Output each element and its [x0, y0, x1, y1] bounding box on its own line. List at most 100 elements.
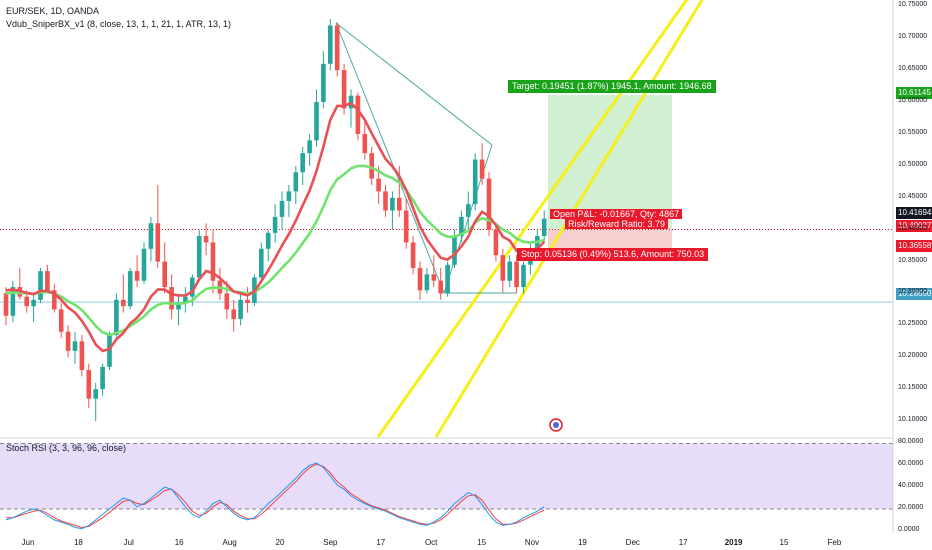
- candle-body: [265, 232, 271, 249]
- risk-reward-label: Risk/Reward Ratio: 3.79: [565, 219, 669, 229]
- ema-slow-line: [5, 164, 545, 337]
- candle-body: [438, 280, 443, 294]
- candle-body: [121, 299, 126, 307]
- candle-body: [279, 200, 285, 217]
- time-tick-label: Dec: [625, 538, 640, 547]
- time-tick-label: 18: [73, 538, 83, 547]
- time-tick-label: 15: [477, 538, 487, 547]
- candle-body: [134, 271, 140, 281]
- target-price-tag: 10.61145: [896, 87, 932, 99]
- candle-body: [114, 299, 119, 335]
- time-tick-label: 15: [779, 538, 789, 547]
- candle-body: [424, 274, 430, 291]
- event-marker-dot: [553, 422, 559, 428]
- candle-body: [65, 331, 71, 351]
- rsi-band: [0, 443, 893, 509]
- candle-body: [472, 159, 478, 205]
- candle-body: [493, 229, 499, 256]
- indicator-title: Vdub_SniperBX_v1 (8, close, 13, 1, 1, 21…: [6, 19, 231, 29]
- candle-body: [431, 274, 437, 281]
- price-tick-label: 10.75000: [898, 1, 928, 9]
- candle-body: [341, 70, 347, 109]
- candle-body: [417, 267, 423, 291]
- price-tick-label: 10.65000: [898, 65, 928, 73]
- candle-body: [79, 341, 85, 371]
- price-tick-label: 10.35000: [898, 256, 928, 264]
- candle-body: [362, 133, 368, 154]
- symbol-title: EUR/SEK, 1D, OANDA: [6, 6, 100, 16]
- time-tick-label: Jun: [21, 538, 35, 547]
- last-price-tag: 10.41694: [896, 207, 932, 219]
- candle-body: [259, 248, 264, 278]
- candle-body: [203, 236, 209, 243]
- candle-body: [72, 341, 78, 351]
- time-tick-label: Sep: [323, 538, 338, 547]
- candle-body: [286, 191, 292, 201]
- price-tick-label: 10.30000: [898, 288, 928, 296]
- candle-body: [410, 242, 416, 268]
- time-tick-label: 17: [678, 538, 688, 547]
- candle-body: [190, 277, 195, 297]
- rsi-title: Stoch RSI (3, 3, 96, 96, close): [6, 443, 127, 453]
- candle-body: [369, 153, 374, 179]
- stoch-k-line: [5, 462, 545, 530]
- stop-price-tag: 10.36558: [896, 240, 932, 252]
- time-tick-label: Jul: [123, 538, 134, 547]
- candle-body: [210, 242, 216, 281]
- stoch-d-line: [6, 463, 545, 529]
- candle-body: [314, 102, 319, 141]
- candle-body: [86, 370, 92, 399]
- candle-body: [307, 140, 312, 154]
- time-tick-label: Oct: [424, 538, 438, 547]
- trendline-segment: [335, 22, 445, 294]
- price-tick-label: 10.15000: [898, 384, 928, 392]
- candle-body: [169, 287, 174, 310]
- candle-body: [224, 293, 230, 310]
- candle-body: [10, 287, 16, 316]
- candle-body: [272, 216, 278, 233]
- rsi-tick-label: 0.0000: [898, 525, 920, 533]
- time-tick-label: 20: [275, 538, 285, 547]
- candle-body: [328, 25, 333, 64]
- candle-body: [486, 178, 492, 230]
- time-tick-label: 2019: [724, 538, 743, 547]
- candle-body: [300, 153, 305, 173]
- candle-body: [466, 204, 471, 217]
- channel-upper: [376, 0, 689, 438]
- entry-price-tag: 10.40027: [896, 220, 932, 232]
- time-tick-label: Nov: [524, 538, 540, 547]
- time-tick-label: 17: [376, 538, 386, 547]
- time-tick-label: 16: [174, 538, 184, 547]
- candle-body: [521, 264, 526, 288]
- target-label: Target: 0.19451 (1.87%) 1945.1, Amount: …: [508, 80, 716, 93]
- price-tick-label: 10.45000: [898, 192, 928, 200]
- candle-body: [445, 264, 450, 294]
- rsi-tick-label: 20.0000: [898, 503, 924, 511]
- trendline-segment: [335, 22, 493, 146]
- candle-body: [459, 216, 464, 237]
- price-tick-label: 10.40000: [898, 224, 928, 232]
- rsi-tick-label: 40.0000: [898, 482, 924, 490]
- candle-body: [3, 293, 9, 316]
- rsi-tick-label: 60.0000: [898, 460, 924, 468]
- candle-body: [100, 366, 105, 390]
- rsi-tick-label: 80.0000: [898, 438, 924, 446]
- candle-body: [514, 261, 519, 288]
- candle-body: [238, 299, 243, 319]
- candle-body: [376, 178, 381, 192]
- candle-body: [397, 197, 402, 211]
- candle-body: [479, 159, 485, 179]
- price-tick-label: 10.25000: [898, 320, 928, 328]
- candle-body: [541, 218, 547, 237]
- stop-zone: [548, 229, 672, 252]
- price-tick-label: 10.70000: [898, 33, 928, 41]
- candle-body: [334, 25, 340, 71]
- candle-body: [155, 223, 161, 262]
- time-tick-label: Aug: [222, 538, 237, 547]
- event-marker-icon: [549, 418, 563, 432]
- price-tick-label: 10.10000: [898, 416, 928, 424]
- candle-body: [38, 271, 43, 300]
- target-zone: [548, 94, 672, 230]
- price-tick-label: 10.60000: [898, 97, 928, 105]
